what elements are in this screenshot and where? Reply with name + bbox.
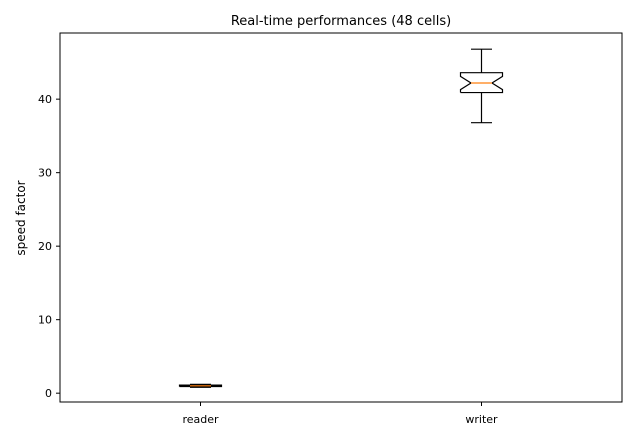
y-tick-label: 40 <box>38 93 52 106</box>
y-axis-label: speed factor <box>14 180 28 255</box>
y-tick-label: 30 <box>38 167 52 180</box>
y-tick-label: 10 <box>38 314 52 327</box>
y-tick-label: 20 <box>38 240 52 253</box>
chart-title: Real-time performances (48 cells) <box>231 14 451 29</box>
x-tick-label: writer <box>465 413 498 426</box>
x-tick-label: reader <box>182 413 219 426</box>
y-tick-label: 0 <box>45 387 52 400</box>
plot-area: 0 10 20 30 40 reader writer <box>38 32 623 426</box>
axes-frame <box>59 32 623 403</box>
